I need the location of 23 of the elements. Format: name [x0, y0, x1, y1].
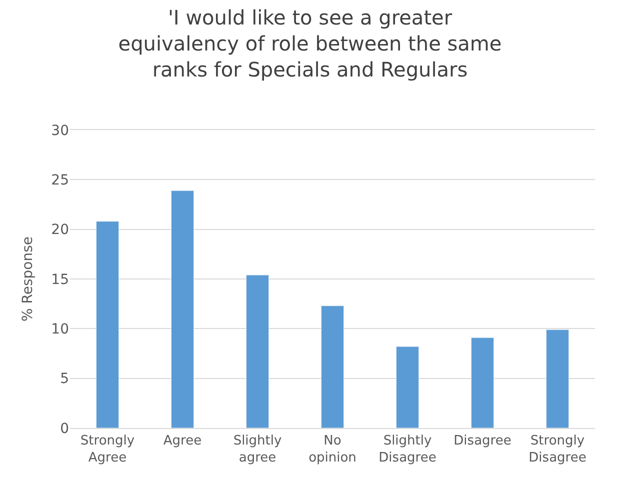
bar: [396, 346, 419, 428]
y-tick-label: 5: [60, 371, 69, 388]
bar: [471, 337, 494, 428]
bar: [246, 274, 269, 428]
y-tick-label: 15: [51, 272, 69, 288]
x-tick-label: Strongly Disagree: [528, 434, 586, 466]
x-tick-label: Agree: [163, 434, 202, 449]
bar: [321, 306, 344, 428]
y-tick-label: 30: [51, 122, 69, 139]
x-tick-label: Disagree: [454, 434, 512, 449]
bar: [96, 221, 119, 428]
x-tick-label: Slightly agree: [233, 434, 282, 466]
x-tick-label: Slightly Disagree: [378, 434, 436, 466]
chart-title: 'I would like to see a greater equivalency of role between the same ranks for Specials and Regulars: [118, 5, 502, 82]
x-tick-label: Strongly Agree: [80, 434, 135, 466]
x-tick-label: No opinion: [308, 434, 356, 466]
y-tick-label: 20: [51, 222, 69, 238]
y-tick-label: 0: [60, 420, 69, 437]
y-tick-label: 25: [51, 172, 69, 189]
y-tick-label: 10: [51, 322, 69, 338]
y-axis-title: % Response: [20, 236, 36, 322]
bar: [171, 190, 194, 428]
bar: [546, 329, 569, 428]
